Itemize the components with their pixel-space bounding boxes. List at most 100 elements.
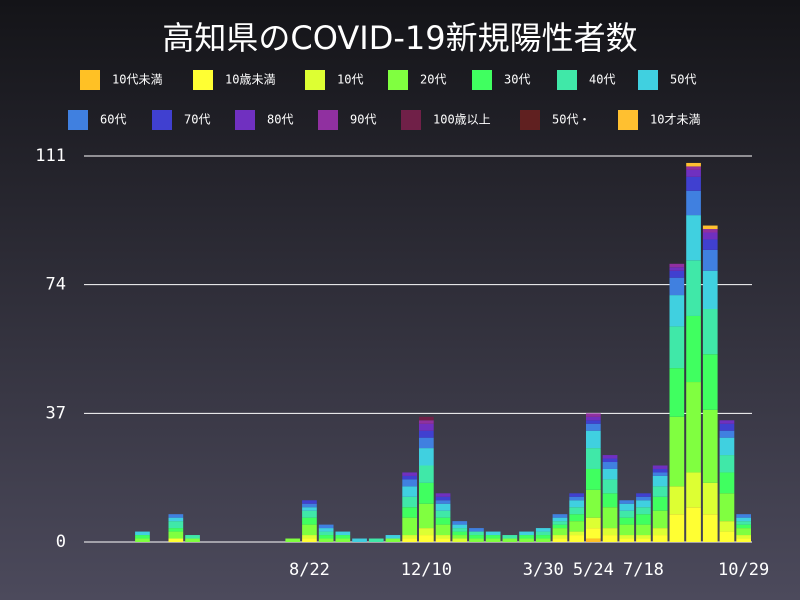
bar-segment [569, 514, 584, 522]
bar-segment [602, 528, 618, 536]
legend-label: 20代 [420, 73, 446, 87]
bar-segment [719, 455, 735, 473]
legend-label: 10歳未満 [225, 73, 275, 87]
bar-segment [168, 538, 184, 542]
bar-segment [602, 535, 618, 542]
bar-segment [402, 479, 417, 487]
bar-segment [302, 524, 317, 536]
bar-segment [318, 524, 334, 529]
y-tick-label: 0 [56, 532, 66, 552]
bar-segment [419, 420, 434, 424]
legend-label: 80代 [267, 113, 293, 127]
bar-segment [736, 535, 751, 539]
bar-segment [652, 535, 668, 542]
bar-segment [619, 517, 635, 525]
bar-segment [702, 409, 718, 483]
bar-segment [602, 468, 618, 480]
bar-segment [402, 507, 417, 518]
bar-segment [452, 528, 468, 532]
bar-segment [636, 493, 651, 497]
bar-segment [435, 503, 451, 511]
bar-segment [702, 225, 718, 230]
bar-segment [602, 462, 618, 469]
bar-segment [636, 507, 651, 515]
bar-segment [485, 538, 501, 542]
x-tick-label: 10/29 [718, 560, 769, 580]
legend-label: 40代 [589, 73, 615, 87]
bar-segment [586, 528, 601, 539]
bar-segment [586, 517, 601, 529]
bar-segment [636, 535, 651, 539]
bar-segment [602, 455, 618, 459]
legend-label: 10代 [337, 73, 363, 87]
bar-segment [419, 430, 434, 438]
legend-swatch [638, 70, 658, 90]
bar-segment [185, 535, 200, 539]
bar-segment [485, 531, 501, 536]
bar-segment [469, 535, 484, 539]
bar-segment [285, 538, 301, 542]
bar-segment [469, 528, 484, 532]
bar-segment [135, 535, 150, 539]
bar-segment [652, 468, 668, 473]
bar-segment [619, 503, 635, 511]
bar-segment [669, 267, 685, 271]
bar-segment [669, 326, 685, 369]
bar-segment [636, 524, 651, 536]
bar-segment [168, 517, 184, 522]
bar-segment [736, 528, 751, 536]
bar-segment [586, 468, 601, 490]
bar-segment [569, 521, 584, 532]
bar-segment [569, 500, 584, 508]
bar-segment [619, 500, 635, 504]
bar-segment [586, 413, 601, 417]
bar-segment [302, 510, 317, 518]
bar-segment [569, 493, 584, 497]
bar-segment [586, 423, 601, 431]
bar-segment [452, 524, 468, 529]
bar-segment [602, 479, 618, 494]
bar-segment [419, 465, 434, 483]
bar-segment [702, 309, 718, 355]
bar-segment [402, 475, 417, 480]
bar-segment [586, 420, 601, 424]
bar-segment [552, 535, 568, 539]
bar-segment [502, 538, 518, 542]
chart-title: 高知県のCOVID-19新規陽性者数 [162, 19, 637, 57]
bar-segment [435, 510, 451, 518]
bar-segment [652, 528, 668, 536]
bar-segment [569, 531, 584, 536]
bar-segment [719, 531, 735, 542]
bar-segment [419, 503, 434, 529]
bar-segment [419, 535, 434, 542]
bar-segment [719, 521, 735, 532]
bar-segment [619, 535, 635, 539]
bar-segment [135, 531, 150, 536]
y-tick-label: 111 [35, 146, 66, 166]
bar-segment [736, 538, 751, 542]
bar-segment [435, 535, 451, 539]
bar-segment [686, 260, 701, 316]
bar-segment [702, 239, 718, 250]
bar-segment [168, 528, 184, 532]
bar-segment [469, 538, 484, 542]
legend-swatch [557, 70, 577, 90]
bar-segment [435, 493, 451, 497]
bar-segment [535, 535, 551, 539]
bar-segment [419, 482, 434, 504]
bar-segment [586, 430, 601, 449]
bar-segment [702, 514, 718, 542]
bar-segment [419, 437, 434, 449]
bar-segment [318, 528, 334, 532]
bar-segment [535, 528, 551, 532]
bar-segment [652, 496, 668, 511]
legend-swatch [520, 110, 540, 130]
bar-segment [702, 482, 718, 515]
bar-segment [419, 448, 434, 466]
legend-swatch [80, 70, 100, 90]
bar-segment [652, 475, 668, 487]
bar-segment [552, 524, 568, 529]
legend-swatch [388, 70, 408, 90]
bar-segment [168, 531, 184, 539]
